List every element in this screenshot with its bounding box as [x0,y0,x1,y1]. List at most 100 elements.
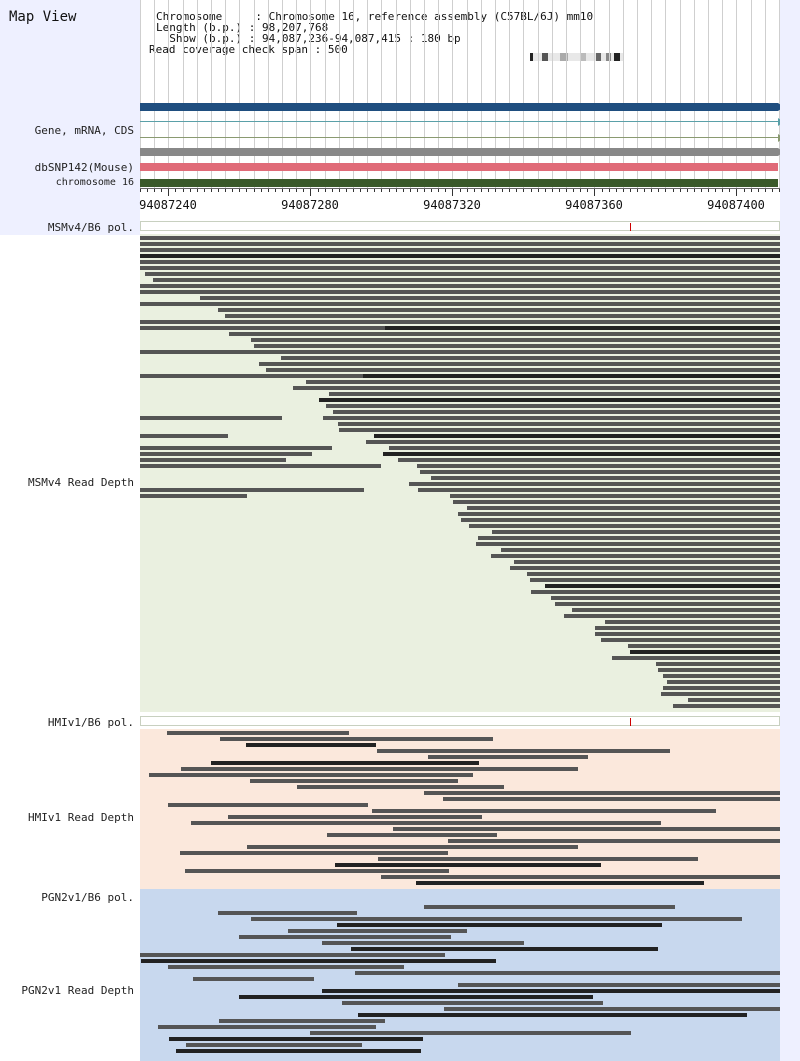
read-line [448,839,799,843]
grid-line [183,0,184,190]
read-line [140,416,282,420]
read-line [595,632,800,636]
hmi-pol-track[interactable] [140,716,780,726]
scrollbar-track[interactable] [780,0,800,1061]
read-line [342,1001,603,1005]
read-line [167,731,349,735]
ruler-minor-tick [665,188,666,192]
read-line [555,602,800,606]
ruler-minor-tick [651,188,652,192]
read-line [251,338,800,342]
show-key: Show (b.p.) [156,32,243,45]
read-line [381,875,800,879]
ruler-minor-tick [722,188,723,192]
read-line [467,506,800,510]
read-line [366,440,800,444]
ruler-minor-tick [161,188,162,192]
gene-gray-bar[interactable] [140,148,778,156]
grid-line [452,0,453,190]
msm-pol-track[interactable] [140,221,780,231]
read-line [218,911,357,915]
read-line [510,566,800,570]
ruler-minor-tick [502,188,503,192]
read-line [329,392,800,396]
grid [140,0,780,1061]
grid-line [665,0,666,190]
grid-line [467,0,468,190]
grid-line [779,0,780,190]
mrna-line[interactable] [140,121,778,122]
read-line [186,1043,362,1047]
track-label-gene: Gene, mRNA, CDS [34,124,134,137]
cds-line[interactable] [140,137,778,138]
grid-line [708,0,709,190]
read-line [140,452,312,456]
ruler-minor-tick [452,188,453,192]
ruler-minor-tick [715,188,716,192]
span-key: Read coverage check span [149,43,308,56]
read-line [492,530,800,534]
read-line [140,326,385,330]
read-line [310,1031,631,1035]
read-line [673,704,800,708]
grid-line [254,0,255,190]
read-line [259,362,800,366]
ruler-minor-tick [389,188,390,192]
ruler-minor-tick [310,188,311,192]
ruler-minor-tick [431,188,432,192]
read-line [140,434,228,438]
ruler-minor-tick [332,188,333,192]
read-line [358,1013,747,1017]
read-line [501,548,800,552]
ruler-minor-tick [630,188,631,192]
read-line [200,296,800,300]
read-line [658,668,800,672]
grid-line [751,0,752,190]
read-line [239,995,593,999]
ruler-minor-tick [438,188,439,192]
grid-line [538,0,539,190]
ruler-minor-tick [509,188,510,192]
read-line [476,542,800,546]
length-key: Length (b.p.) [156,21,243,34]
read-line [338,422,800,426]
read-line [247,845,578,849]
grid-line [651,0,652,190]
read-line [612,656,800,660]
ruler-minor-tick [602,188,603,192]
gene-bar[interactable] [140,103,778,111]
read-line [420,470,800,474]
chrom-bar[interactable] [140,179,778,187]
ruler-minor-tick [424,188,425,192]
read-line [145,272,800,276]
ruler-minor-tick [225,188,226,192]
read-line [261,350,800,354]
read-line [337,923,662,927]
read-line [219,1019,385,1023]
read-line [140,350,517,354]
msm-depth-label: MSMv4 Read Depth [28,476,134,489]
ruler-minor-tick [211,188,212,192]
ruler-tick [310,188,311,196]
ruler-minor-tick [765,188,766,192]
read-line [595,626,800,630]
ruler-minor-tick [367,188,368,192]
ruler-minor-tick [758,188,759,192]
read-line [688,698,800,702]
ruler-minor-tick [616,188,617,192]
read-line [211,761,479,765]
ruler-minor-tick [268,188,269,192]
read-line [378,857,698,861]
grid-line [211,0,212,190]
snp-bar[interactable] [140,163,778,171]
read-line [297,785,504,789]
read-line [168,965,404,969]
read-line [281,356,800,360]
grid-line [410,0,411,190]
ruler-line [140,188,780,189]
read-line [663,686,800,690]
read-line [286,374,800,378]
read-line [306,380,800,384]
ruler-minor-tick [523,188,524,192]
read-line [250,779,458,783]
